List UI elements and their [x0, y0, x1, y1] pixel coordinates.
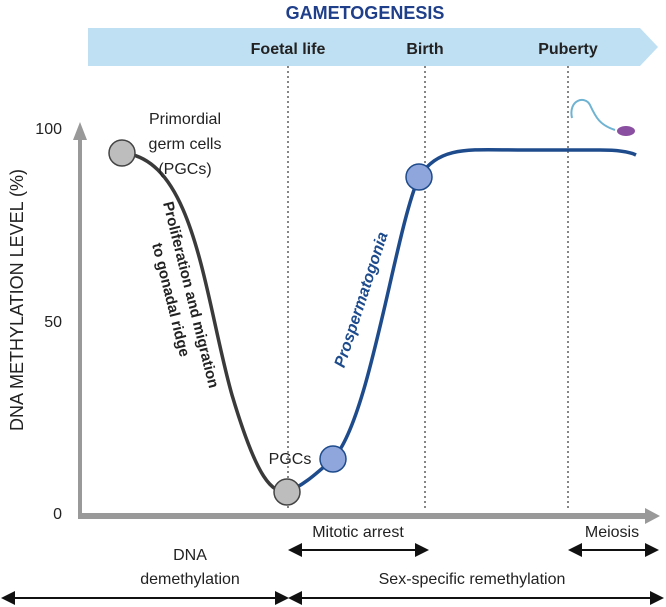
annotation: Primordial: [149, 111, 221, 128]
y-tick-label: 100: [35, 121, 62, 138]
pgc-node: [273, 478, 301, 506]
phase-label: Foetal life: [251, 41, 326, 58]
y-axis: [73, 122, 87, 518]
prosperm-node: [405, 163, 433, 191]
annotation: (PGCs): [158, 161, 211, 178]
period-label: demethylation: [140, 571, 240, 588]
annotation: germ cells: [149, 136, 222, 153]
period-label: DNA: [173, 547, 207, 564]
annotation: PGCs: [269, 451, 312, 468]
title: GAMETOGENESIS: [286, 3, 445, 23]
pgc-node: [108, 139, 136, 167]
y-tick-label: 0: [53, 506, 62, 523]
period-label: Mitotic arrest: [312, 524, 404, 541]
y-tick-label: 50: [44, 314, 62, 331]
prosperm-node: [319, 445, 347, 473]
phase-label: Birth: [406, 41, 443, 58]
annotation: Prospermatogonia: [332, 230, 392, 370]
phase-label: Puberty: [538, 41, 598, 58]
period-label: Sex-specific remethylation: [379, 571, 566, 588]
timeline-band: [88, 28, 658, 66]
remethylation-curve: [286, 147, 637, 494]
y-axis-label: DNA METHYLATION LEVEL (%): [7, 169, 27, 431]
sperm-icon: [570, 98, 635, 136]
period-label: Meiosis: [585, 524, 639, 541]
x-axis: [78, 508, 660, 524]
demethylation-curve: [121, 151, 288, 494]
